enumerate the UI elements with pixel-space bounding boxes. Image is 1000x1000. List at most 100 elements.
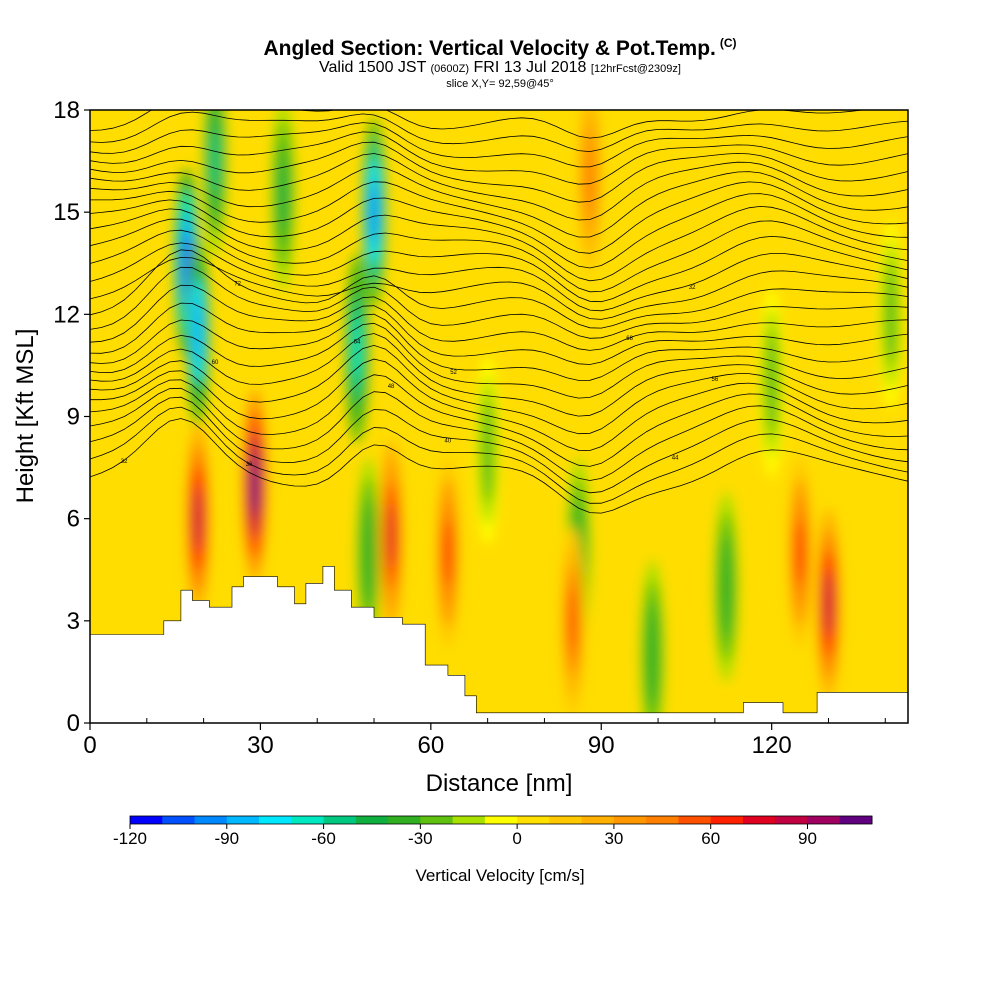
velocity-cell bbox=[824, 571, 833, 637]
valid-date: FRI 13 Jul 2018 bbox=[473, 59, 587, 76]
potential-temperature-contour bbox=[90, 396, 908, 494]
potential-temperature-contour bbox=[90, 387, 908, 481]
potential-temperature-contour bbox=[90, 333, 908, 417]
contour-label: 36 bbox=[246, 462, 253, 468]
potential-temperature-contour bbox=[90, 218, 908, 293]
velocity-cell bbox=[279, 162, 288, 228]
potential-temperature-contour bbox=[90, 229, 908, 303]
slice-info: slice X,Y= 92,59@45° bbox=[446, 78, 554, 90]
contour-label: 32 bbox=[689, 285, 696, 291]
y-tick-label: 6 bbox=[67, 506, 80, 533]
y-tick-label: 18 bbox=[53, 97, 80, 124]
contour-label: 60 bbox=[212, 360, 219, 366]
colorbar-frame bbox=[129, 815, 873, 825]
colorbar-tick-label: 0 bbox=[512, 829, 521, 848]
y-tick-label: 0 bbox=[67, 710, 80, 737]
potential-temperature-contour bbox=[90, 153, 908, 221]
colorbar-swatch bbox=[452, 816, 486, 824]
potential-temperature-contour bbox=[90, 141, 908, 203]
x-tick-label: 90 bbox=[588, 732, 615, 759]
colorbar-tick-label: -120 bbox=[113, 829, 147, 848]
colorbar-swatch bbox=[646, 816, 679, 824]
chart-title: Angled Section: Vertical Velocity & Pot.… bbox=[0, 36, 1000, 61]
velocity-cell bbox=[767, 350, 776, 415]
velocity-cell bbox=[352, 316, 362, 381]
potential-temperature-contour bbox=[90, 284, 908, 351]
contour-label: 44 bbox=[672, 455, 679, 461]
potential-temperature-contour bbox=[90, 193, 908, 269]
potential-temperature-contour bbox=[90, 249, 908, 329]
y-tick-label: 15 bbox=[53, 199, 80, 226]
colorbar-tick-label: -30 bbox=[408, 829, 433, 848]
colorbar-swatch bbox=[775, 816, 808, 824]
colorbar-tick-label: -90 bbox=[214, 829, 239, 848]
forecast-info: [12hrFcst@2309z] bbox=[590, 63, 681, 75]
colorbar-swatch bbox=[226, 816, 260, 824]
colorbar: -120 -90 -60 -30 0 30 60 90 bbox=[113, 815, 873, 848]
contour-label: 52 bbox=[450, 370, 457, 376]
colorbar-swatch bbox=[710, 816, 744, 824]
colorbar-swatch bbox=[613, 816, 647, 824]
contour-label: 64 bbox=[354, 340, 361, 346]
chart-title-units: (C) bbox=[719, 36, 737, 50]
potential-temperature-contour bbox=[90, 313, 908, 381]
contour-label: 32 bbox=[121, 459, 128, 465]
potential-temperature-contour bbox=[90, 358, 908, 451]
colorbar-swatch bbox=[388, 816, 421, 824]
colorbar-label: Vertical Velocity [cm/s] bbox=[415, 866, 584, 885]
potential-temperature-contour bbox=[90, 374, 908, 467]
potential-temperature-contour bbox=[90, 111, 908, 153]
valid-time: Valid 1500 JST bbox=[319, 59, 427, 76]
potential-temperature-contour bbox=[90, 302, 908, 365]
potential-temperature-contour bbox=[90, 418, 908, 514]
velocity-cell bbox=[250, 452, 259, 517]
velocity-cell bbox=[369, 179, 379, 245]
colorbar-swatch bbox=[259, 816, 292, 824]
contour-label: 68 bbox=[626, 336, 633, 342]
potential-temperature-contour bbox=[90, 256, 908, 320]
x-tick-label: 30 bbox=[247, 732, 274, 759]
contour-label: 56 bbox=[712, 377, 719, 383]
velocity-cell bbox=[210, 128, 220, 194]
potential-temperature-contour bbox=[90, 344, 908, 435]
colorbar-swatch bbox=[517, 816, 550, 824]
colorbar-swatch bbox=[194, 816, 228, 824]
x-tick-label: 0 bbox=[83, 732, 96, 759]
y-axis-label: Height [Kft MSL] bbox=[12, 329, 39, 504]
valid-utc: (0600Z) bbox=[430, 63, 470, 75]
x-axis: 0 30 60 90 120 bbox=[83, 718, 886, 759]
plot-area: 32 36 40 44 48 52 56 60 64 68 72 32 bbox=[90, 110, 908, 723]
potential-temperature-contour bbox=[90, 110, 867, 139]
potential-temperature-contour bbox=[90, 205, 908, 282]
y-tick-label: 9 bbox=[67, 404, 80, 431]
chart-title-text: Angled Section: Vertical Velocity & Pot.… bbox=[263, 37, 716, 60]
colorbar-swatch bbox=[839, 816, 873, 824]
colorbar-swatch bbox=[355, 816, 389, 824]
potential-temperature-contour bbox=[90, 266, 908, 339]
contour-label: 40 bbox=[445, 438, 452, 444]
y-tick-label: 12 bbox=[53, 301, 80, 328]
colorbar-tick-label: 30 bbox=[604, 829, 623, 848]
velocity-cell bbox=[364, 520, 373, 586]
potential-temperature-contour bbox=[90, 131, 908, 185]
velocity-cell bbox=[443, 520, 452, 586]
y-axis: 0 3 6 9 12 15 18 bbox=[53, 97, 90, 737]
contour-label: 48 bbox=[388, 384, 395, 390]
velocity-cell bbox=[722, 554, 731, 620]
colorbar-swatch bbox=[807, 816, 841, 824]
colorbar-swatch bbox=[130, 816, 163, 824]
colorbar-tick-label: 60 bbox=[701, 829, 720, 848]
colorbar-swatch bbox=[484, 816, 518, 824]
colorbar-swatch bbox=[678, 816, 712, 824]
velocity-cell bbox=[193, 486, 203, 551]
colorbar-swatch bbox=[162, 816, 196, 824]
colorbar-swatch bbox=[742, 816, 776, 824]
colorbar-swatch bbox=[581, 816, 615, 824]
chart-subtitle: Valid 1500 JST (0600Z) FRI 13 Jul 2018 [… bbox=[0, 59, 1000, 77]
y-tick-label: 3 bbox=[67, 608, 80, 635]
velocity-cell bbox=[483, 418, 492, 483]
velocity-cell bbox=[193, 299, 203, 364]
velocity-cell bbox=[648, 622, 657, 688]
contour-label: 72 bbox=[234, 282, 241, 288]
